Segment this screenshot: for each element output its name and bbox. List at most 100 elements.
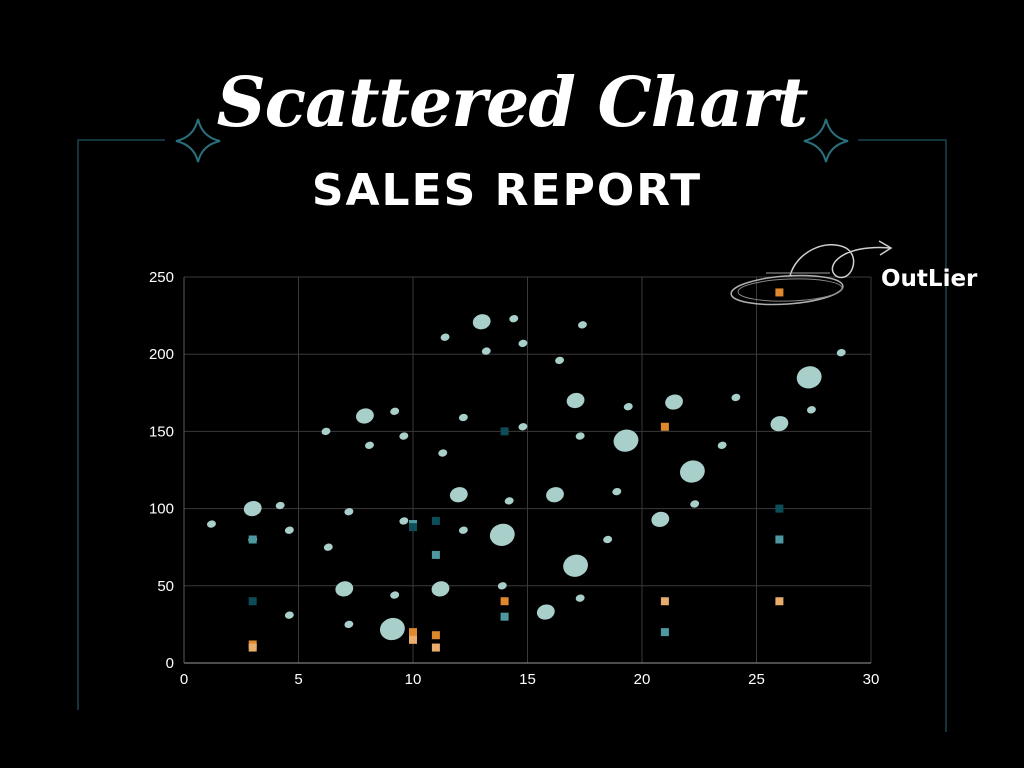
x-tick-label: 25	[748, 671, 765, 688]
square-dark-teal-point	[500, 427, 509, 436]
square-light-orange-point	[248, 643, 257, 652]
bubble-point	[504, 497, 514, 505]
outlier-annotation	[730, 240, 893, 306]
bubble-point	[323, 543, 333, 551]
bubble-point	[284, 611, 294, 619]
bubble-point	[807, 406, 816, 414]
bubble-point	[546, 487, 564, 503]
bubble-point	[284, 526, 294, 534]
grid	[183, 276, 872, 664]
bubble-point	[555, 356, 565, 365]
square-orange-point	[660, 422, 669, 431]
square-light-orange-point	[431, 643, 440, 652]
bubble-point	[207, 520, 216, 528]
x-tick-label: 0	[180, 671, 188, 688]
bubble-point	[509, 315, 519, 323]
bubble-point	[566, 392, 585, 409]
bubble-point	[243, 500, 262, 517]
bubble-point	[321, 427, 331, 436]
square-light-orange-point	[775, 597, 784, 606]
bubble-point	[836, 348, 846, 357]
bubble-point	[613, 429, 639, 452]
bubble-point	[440, 333, 450, 341]
bubble-point	[612, 487, 622, 496]
square-orange-point	[775, 288, 784, 297]
bubble-point	[665, 394, 683, 410]
outlier-circle-inner	[737, 278, 843, 302]
frame-right-line	[858, 139, 947, 732]
bubble-point	[438, 449, 448, 457]
x-tick-label: 10	[405, 671, 422, 688]
square-teal-point	[660, 628, 669, 637]
bubble-point	[399, 432, 409, 440]
bubble-point	[431, 581, 450, 597]
bubble-point	[770, 416, 789, 432]
data-points	[207, 288, 846, 652]
bubble-point	[563, 554, 588, 577]
chart-subtitle: SALES REPORT	[311, 165, 703, 216]
chart-title: Scattered Chart	[216, 63, 809, 143]
square-dark-teal-point	[775, 504, 784, 513]
bubble-point	[344, 620, 354, 629]
axis-ticks: 0 5 10 15 20 25 30 0 50 100 150 200 250	[149, 269, 879, 688]
bubble-point	[390, 407, 400, 415]
x-tick-label: 20	[634, 671, 651, 688]
bubble-point	[679, 460, 705, 483]
bubble-point	[399, 517, 409, 525]
square-teal-point	[431, 550, 440, 559]
bubble-point	[518, 339, 528, 348]
bubble-point	[481, 347, 491, 355]
y-tick-label: 50	[157, 578, 174, 595]
bubble-point	[365, 441, 374, 449]
bubble-point	[536, 604, 555, 620]
sparkle-right-icon	[803, 118, 849, 163]
square-teal-point	[248, 535, 257, 544]
square-dark-teal-point	[409, 523, 417, 532]
bubble-point	[623, 403, 633, 411]
bubble-point	[458, 413, 468, 422]
bubble-point	[497, 582, 507, 590]
bubble-point	[458, 526, 468, 534]
square-teal-point	[500, 612, 509, 621]
arrow-head-icon	[878, 240, 893, 256]
frame-left-line	[77, 139, 165, 710]
x-tick-label: 30	[863, 671, 880, 688]
bubble-point	[575, 594, 585, 602]
square-teal-point	[775, 535, 784, 544]
bubble-point	[690, 500, 700, 508]
y-tick-label: 150	[149, 423, 174, 440]
bubble-point	[731, 393, 741, 402]
y-tick-label: 100	[149, 501, 174, 518]
bubble-point	[578, 321, 587, 329]
bubble-point	[796, 366, 822, 389]
sparkle-left-icon	[175, 118, 221, 163]
bubble-point	[575, 432, 585, 440]
bubble-point	[489, 523, 515, 546]
outlier-arrow-icon	[789, 243, 891, 279]
bubble-point	[335, 581, 354, 597]
square-orange-point	[431, 631, 440, 640]
x-tick-label: 15	[519, 671, 536, 688]
square-light-orange-point	[660, 597, 669, 606]
bubble-point	[518, 423, 528, 431]
y-tick-label: 0	[166, 655, 174, 672]
bubble-point	[275, 501, 285, 510]
y-tick-label: 250	[149, 269, 174, 286]
outlier-label: OutLier	[881, 266, 978, 292]
bubble-point	[344, 508, 354, 516]
outlier-circle	[730, 274, 844, 306]
square-dark-teal-point	[248, 597, 257, 606]
bubble-point	[717, 441, 727, 449]
x-tick-label: 5	[294, 671, 302, 688]
square-orange-point	[409, 628, 417, 637]
bubble-point	[449, 487, 468, 503]
square-light-orange-point	[409, 635, 417, 644]
bubble-point	[356, 408, 374, 424]
square-dark-teal-point	[431, 516, 440, 525]
square-orange-point	[500, 597, 509, 606]
bubble-point	[651, 511, 670, 528]
bubble-point	[603, 535, 613, 544]
bubble-point	[379, 617, 405, 641]
